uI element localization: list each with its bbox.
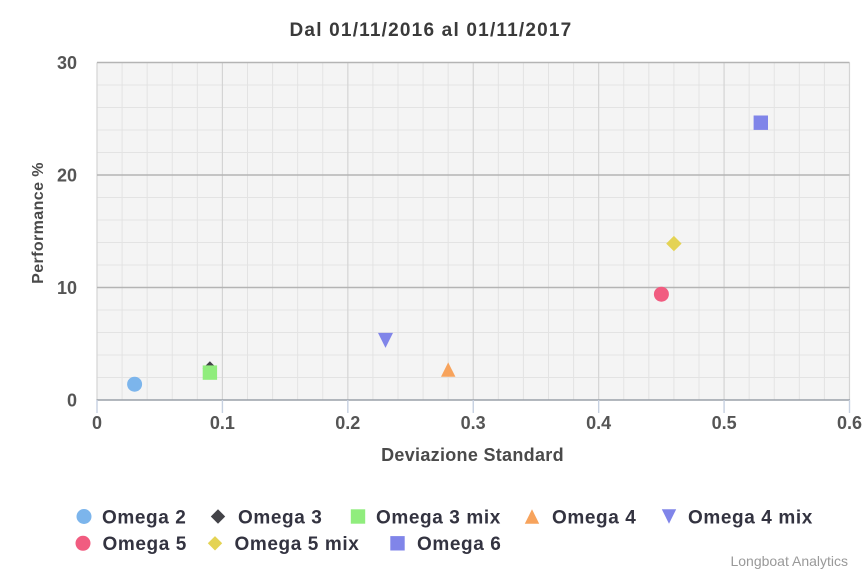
svg-text:Omega 5 mix: Omega 5 mix: [235, 534, 360, 555]
svg-text:10: 10: [57, 278, 77, 298]
svg-text:Omega 3 mix: Omega 3 mix: [376, 507, 501, 528]
svg-text:0.3: 0.3: [461, 413, 486, 433]
svg-text:Longboat Analytics: Longboat Analytics: [730, 553, 848, 569]
svg-text:Omega 2: Omega 2: [102, 507, 186, 528]
svg-text:20: 20: [57, 165, 77, 185]
svg-text:Performance %: Performance %: [30, 162, 47, 284]
svg-text:Dal 01/11/2016 al 01/11/2017: Dal 01/11/2016 al 01/11/2017: [290, 20, 573, 41]
svg-text:0.6: 0.6: [837, 413, 862, 433]
svg-text:0.2: 0.2: [335, 413, 360, 433]
svg-text:Omega 3: Omega 3: [238, 507, 322, 528]
svg-text:0: 0: [67, 390, 77, 410]
svg-text:30: 30: [57, 53, 77, 73]
svg-text:Omega 4: Omega 4: [552, 507, 636, 528]
svg-text:Omega 5: Omega 5: [103, 534, 187, 555]
svg-text:Deviazione Standard: Deviazione Standard: [381, 445, 564, 465]
svg-text:Omega 6: Omega 6: [417, 534, 501, 555]
svg-text:0.1: 0.1: [210, 413, 235, 433]
svg-text:Omega 4 mix: Omega 4 mix: [688, 507, 813, 528]
svg-text:0.5: 0.5: [712, 413, 737, 433]
svg-text:0: 0: [92, 413, 102, 433]
svg-text:0.4: 0.4: [586, 413, 611, 433]
